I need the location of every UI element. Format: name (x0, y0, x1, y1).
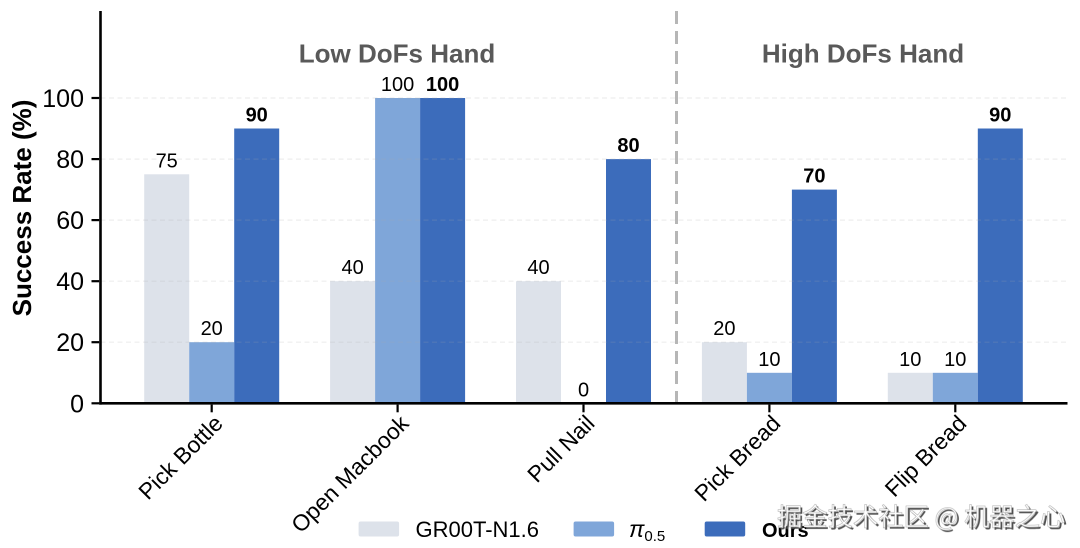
svg-text:60: 60 (56, 207, 84, 235)
svg-text:10: 10 (899, 349, 921, 371)
svg-text:Low DoFs Hand: Low DoFs Hand (299, 39, 495, 69)
svg-text:40: 40 (56, 268, 84, 296)
svg-text:100: 100 (426, 74, 459, 96)
svg-text:20: 20 (713, 318, 735, 340)
svg-text:40: 40 (527, 257, 549, 279)
svg-text:10: 10 (758, 349, 780, 371)
svg-text:100: 100 (42, 85, 84, 113)
svg-text:High DoFs Hand: High DoFs Hand (762, 39, 964, 69)
svg-text:0: 0 (578, 379, 589, 401)
svg-text:10: 10 (944, 349, 966, 371)
svg-text:GR00T-N1.6: GR00T-N1.6 (416, 517, 540, 542)
svg-text:Success Rate (%): Success Rate (%) (7, 100, 37, 317)
svg-text:70: 70 (803, 166, 825, 188)
svg-text:40: 40 (341, 257, 363, 279)
svg-text:75: 75 (156, 150, 178, 172)
svg-text:80: 80 (56, 146, 84, 174)
svg-text:20: 20 (56, 329, 84, 357)
svg-text:90: 90 (989, 105, 1011, 127)
svg-text:90: 90 (246, 105, 268, 127)
svg-text:80: 80 (617, 135, 639, 157)
svg-text:100: 100 (381, 74, 414, 96)
svg-text:0: 0 (70, 390, 84, 418)
svg-text:20: 20 (201, 318, 223, 340)
